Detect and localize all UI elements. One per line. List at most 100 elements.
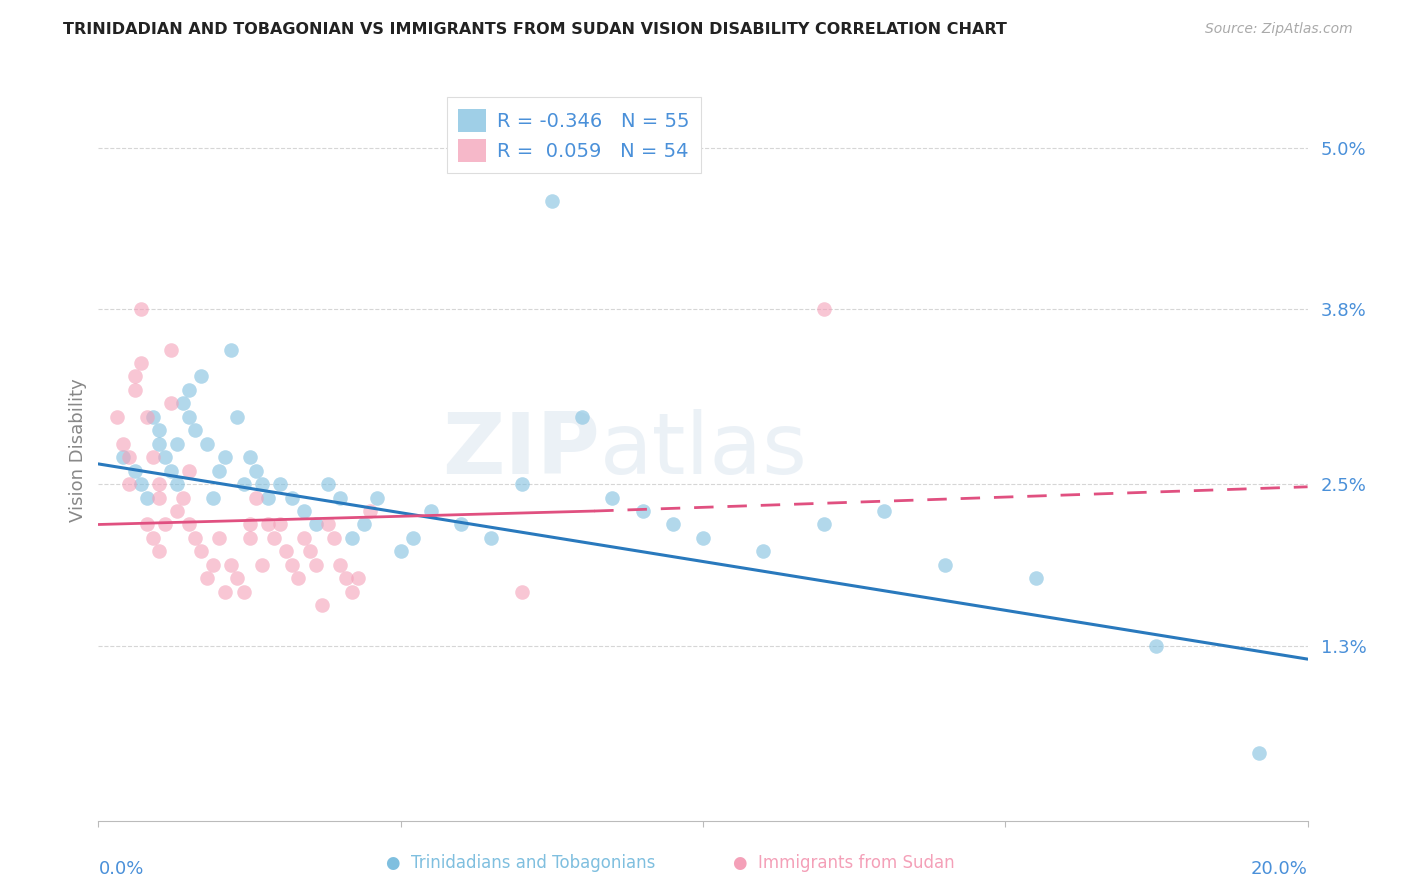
Point	[129, 477, 152, 491]
Point	[481, 531, 503, 545]
Point	[118, 477, 141, 491]
Point	[172, 491, 194, 505]
Point	[226, 571, 249, 585]
Point	[292, 531, 315, 545]
Point	[142, 450, 165, 465]
Point	[166, 477, 188, 491]
Point	[353, 517, 375, 532]
Point	[153, 450, 176, 465]
Point	[274, 544, 297, 558]
Point	[316, 517, 339, 532]
Point	[214, 450, 236, 465]
Point	[571, 409, 593, 424]
Point	[160, 396, 183, 410]
Point	[226, 409, 249, 424]
Point	[232, 477, 254, 491]
Point	[195, 436, 218, 450]
Point	[142, 409, 165, 424]
Point	[510, 477, 533, 491]
Point	[540, 194, 562, 209]
Point	[135, 409, 157, 424]
Point	[335, 571, 357, 585]
Text: Source: ZipAtlas.com: Source: ZipAtlas.com	[1205, 22, 1353, 37]
Point	[208, 464, 231, 478]
Legend: R = -0.346   N = 55, R =  0.059   N = 54: R = -0.346 N = 55, R = 0.059 N = 54	[447, 97, 702, 173]
Point	[245, 491, 267, 505]
Point	[208, 531, 231, 545]
Point	[166, 504, 188, 518]
Point	[250, 558, 273, 572]
Point	[148, 436, 170, 450]
Point	[166, 436, 188, 450]
Point	[323, 531, 346, 545]
Text: 0.0%: 0.0%	[98, 860, 143, 878]
Point	[661, 517, 683, 532]
Point	[329, 491, 352, 505]
Point	[602, 491, 624, 505]
Point	[190, 369, 212, 384]
Point	[239, 531, 262, 545]
Y-axis label: Vision Disability: Vision Disability	[69, 378, 87, 523]
Point	[263, 531, 285, 545]
Point	[389, 544, 412, 558]
Point	[269, 517, 291, 532]
Point	[135, 491, 157, 505]
Point	[510, 584, 533, 599]
Point	[148, 491, 170, 505]
Point	[160, 343, 183, 357]
Point	[172, 396, 194, 410]
Text: TRINIDADIAN AND TOBAGONIAN VS IMMIGRANTS FROM SUDAN VISION DISABILITY CORRELATIO: TRINIDADIAN AND TOBAGONIAN VS IMMIGRANTS…	[63, 22, 1007, 37]
Point	[329, 558, 352, 572]
Point	[179, 464, 201, 478]
Text: atlas: atlas	[600, 409, 808, 492]
Point	[420, 504, 443, 518]
Point	[1024, 571, 1046, 585]
Point	[873, 504, 896, 518]
Point	[214, 584, 236, 599]
Point	[250, 477, 273, 491]
Point	[281, 558, 304, 572]
Point	[135, 517, 157, 532]
Point	[142, 531, 165, 545]
Point	[631, 504, 654, 518]
Point	[342, 531, 364, 545]
Point	[239, 517, 262, 532]
Point	[360, 504, 382, 518]
Point	[305, 517, 328, 532]
Point	[316, 477, 339, 491]
Point	[281, 491, 304, 505]
Point	[752, 544, 775, 558]
Point	[311, 599, 333, 613]
Point	[160, 464, 183, 478]
Point	[129, 356, 152, 370]
Point	[934, 558, 956, 572]
Point	[195, 571, 218, 585]
Text: ●  Immigrants from Sudan: ● Immigrants from Sudan	[733, 855, 955, 872]
Point	[256, 517, 278, 532]
Point	[148, 477, 170, 491]
Text: ZIP: ZIP	[443, 409, 600, 492]
Point	[256, 491, 278, 505]
Point	[148, 544, 170, 558]
Point	[450, 517, 472, 532]
Text: ●  Trinidadians and Tobagonians: ● Trinidadians and Tobagonians	[385, 855, 655, 872]
Point	[111, 436, 134, 450]
Point	[245, 464, 267, 478]
Point	[129, 302, 152, 317]
Point	[105, 409, 128, 424]
Point	[239, 450, 262, 465]
Point	[813, 302, 835, 317]
Point	[124, 464, 146, 478]
Point	[366, 491, 388, 505]
Point	[813, 517, 835, 532]
Point	[299, 544, 322, 558]
Text: 20.0%: 20.0%	[1251, 860, 1308, 878]
Point	[402, 531, 425, 545]
Point	[111, 450, 134, 465]
Point	[184, 423, 207, 437]
Point	[202, 558, 225, 572]
Point	[124, 383, 146, 397]
Point	[124, 369, 146, 384]
Point	[305, 558, 328, 572]
Point	[342, 584, 364, 599]
